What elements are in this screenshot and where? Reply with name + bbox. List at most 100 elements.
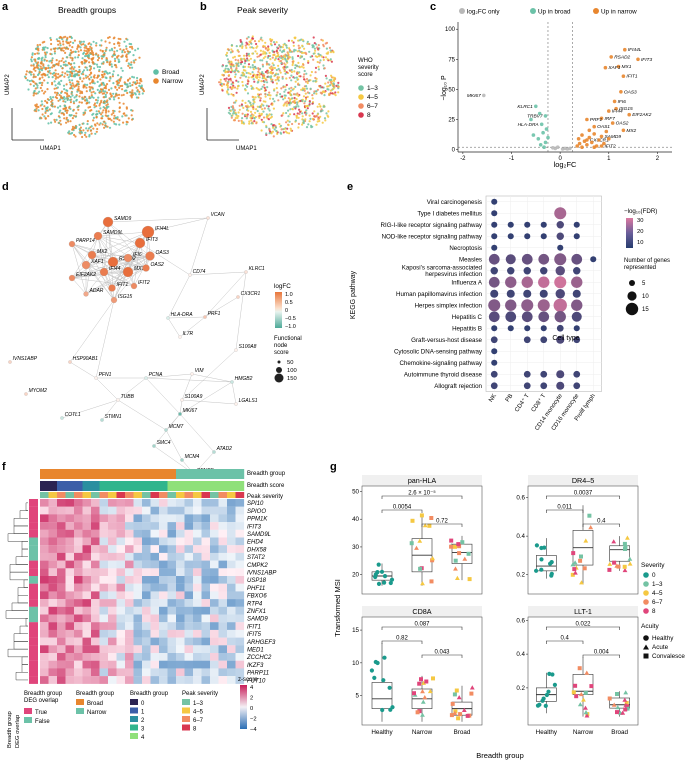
umap-point bbox=[56, 86, 60, 89]
heatmap-cell bbox=[99, 676, 109, 684]
umap-point bbox=[67, 94, 71, 98]
volcano-point bbox=[609, 55, 613, 59]
umap-point bbox=[317, 52, 320, 56]
heatmap-cell bbox=[201, 622, 211, 630]
boxplot-point bbox=[588, 525, 594, 530]
umap-point bbox=[301, 51, 304, 55]
umap-point bbox=[302, 75, 305, 78]
umap-point bbox=[105, 48, 108, 51]
umap-point bbox=[89, 82, 92, 85]
boxplot-point bbox=[572, 567, 577, 572]
network-node-mcm4 bbox=[180, 458, 184, 462]
umap-point bbox=[64, 100, 67, 103]
umap-point bbox=[70, 67, 73, 70]
umap-point bbox=[303, 89, 306, 92]
heatmap-cell bbox=[176, 599, 185, 607]
umap-point bbox=[247, 43, 250, 46]
umap-point bbox=[92, 40, 95, 43]
boxplot-point bbox=[418, 566, 423, 571]
network-node-isg15 bbox=[110, 296, 118, 304]
heatmap-cell bbox=[99, 576, 109, 584]
umap-point bbox=[94, 92, 97, 95]
heatmap-cell bbox=[133, 668, 143, 677]
boxplot-point bbox=[429, 516, 434, 520]
heatmap-cell bbox=[201, 606, 211, 615]
umap-point bbox=[269, 71, 272, 74]
umap-point bbox=[275, 94, 278, 97]
boxplot-bracket bbox=[546, 509, 584, 513]
heatmap-cell bbox=[150, 506, 160, 515]
umap-point bbox=[283, 70, 286, 73]
umap-point bbox=[244, 101, 247, 104]
umap-point bbox=[233, 55, 236, 58]
umap-point bbox=[89, 65, 92, 68]
umap-point bbox=[54, 120, 57, 123]
heatmap-gene-label-21: IKZF3 bbox=[247, 663, 264, 669]
umap-point bbox=[291, 57, 294, 61]
umap-point bbox=[297, 44, 300, 47]
heatmap-gene-label-5: EHD4 bbox=[247, 540, 264, 546]
umap-point bbox=[132, 59, 135, 62]
umap-point bbox=[258, 116, 261, 119]
heatmap-cell bbox=[82, 645, 92, 654]
heatmap-gene-label-22: PARP11 bbox=[247, 671, 269, 677]
dotplot-dot bbox=[491, 210, 498, 217]
umap-point bbox=[242, 106, 245, 109]
boxplot-point bbox=[453, 544, 457, 549]
legend-g-acuity-label-1: Acute bbox=[652, 644, 669, 651]
umap-point bbox=[244, 65, 247, 68]
dotplot-dot bbox=[488, 253, 500, 265]
umap-point bbox=[291, 100, 295, 103]
heatmap-cell bbox=[227, 676, 236, 684]
heatmap-overlap-cell bbox=[29, 668, 38, 677]
umap-point bbox=[57, 43, 60, 46]
heatmap-cell bbox=[108, 622, 117, 630]
heatmap-cell bbox=[210, 645, 219, 654]
dotplot-dot bbox=[491, 198, 498, 205]
volcano-xtick-label: 1 bbox=[607, 156, 611, 162]
umap-point bbox=[38, 90, 41, 93]
boxplot-point bbox=[570, 562, 576, 567]
dotplot-dot bbox=[555, 289, 565, 299]
boxplot-ytick-label: 0.6 bbox=[516, 617, 525, 624]
umap-point bbox=[294, 119, 297, 122]
heatmap-cell bbox=[108, 499, 117, 507]
umap-point bbox=[77, 104, 80, 108]
heatmap-cell bbox=[235, 560, 245, 569]
dotplot-dot bbox=[556, 324, 564, 332]
umap-point bbox=[36, 45, 39, 49]
heatmap-cell bbox=[176, 568, 185, 577]
heatmap-cell bbox=[65, 522, 75, 530]
umap-point bbox=[69, 114, 72, 117]
heatmap-cell bbox=[227, 499, 236, 507]
network-label-s100a8: S100A8 bbox=[239, 344, 257, 350]
umap-point bbox=[258, 76, 261, 79]
umap-point bbox=[62, 43, 65, 46]
umap-point bbox=[231, 81, 234, 84]
umap-point bbox=[337, 81, 340, 84]
umap-point bbox=[74, 135, 77, 138]
umap-point bbox=[262, 110, 265, 113]
heatmap-cell bbox=[142, 545, 151, 553]
umap-point bbox=[99, 107, 102, 110]
umap-point bbox=[136, 90, 139, 93]
umap-point bbox=[306, 95, 309, 98]
heatmap-cell bbox=[133, 499, 143, 507]
boxplot-point bbox=[623, 707, 628, 712]
umap-point bbox=[277, 64, 280, 67]
heatmap-cell bbox=[99, 629, 109, 638]
umap-point bbox=[32, 84, 36, 87]
umap-point bbox=[302, 63, 305, 66]
dotplot-dot bbox=[553, 298, 567, 312]
dotplot-dot bbox=[490, 267, 498, 275]
boxplot-bracket-label: 0.043 bbox=[434, 650, 450, 656]
dotplot-row-label-3: NOD-like receptor signaling pathway bbox=[382, 233, 483, 240]
umap-point bbox=[139, 78, 142, 81]
network-node-ifi44 bbox=[99, 267, 109, 277]
umap-point bbox=[72, 41, 75, 45]
dotplot-col-label-3: CD8⁺ T bbox=[530, 392, 548, 413]
heatmap-cell bbox=[82, 514, 92, 523]
umap-point bbox=[241, 43, 244, 46]
heatmap-cell bbox=[227, 529, 236, 538]
